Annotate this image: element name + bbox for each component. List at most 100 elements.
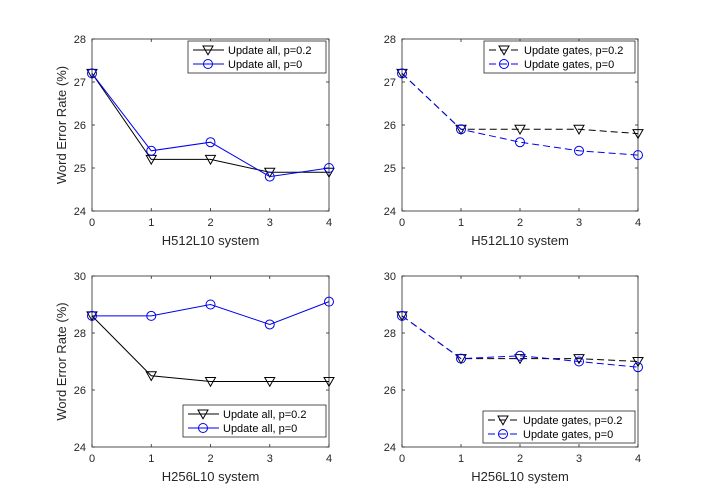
chart-top-right-ytick-label: 27 [384, 77, 396, 89]
chart-top-left-series-1-point [324, 163, 334, 173]
chart-bottom-right-xlabel: H256L10 system [471, 469, 569, 484]
chart-top-left-legend-entry: Update all, p=0 [228, 59, 302, 71]
chart-top-left-series-0-line [91, 73, 329, 173]
chart-top-left-xtick-label: 3 [267, 217, 273, 229]
chart-top-left-series-1-point [205, 137, 216, 148]
chart-bottom-left-series-0-point [323, 376, 335, 388]
chart-top-left-ytick-label: 28 [74, 34, 86, 46]
chart-bottom-right-ytick-label: 24 [384, 442, 396, 454]
chart-bottom-left-series-1-line [92, 301, 330, 325]
chart-bottom-right-xtick-label: 3 [576, 453, 582, 465]
chart-top-right-xtick-label: 3 [576, 217, 582, 229]
chart-bottom-right-ytick-label: 28 [384, 328, 396, 340]
chart-bottom-right-series-1-line [401, 315, 639, 368]
chart-bottom-left-legend-swatch-marker [197, 409, 209, 420]
chart-bottom-right-legend-entry: Update gates, p=0.2 [523, 415, 622, 427]
chart-top-right-ytick-label: 26 [384, 120, 396, 132]
chart-top-left-series-1-point [146, 145, 157, 156]
chart-top-left-xtick-label: 1 [148, 217, 154, 229]
chart-top-left-legend-swatch-marker [203, 59, 213, 69]
chart-top-left-legend-entry: Update all, p=0.2 [228, 45, 311, 57]
chart-top-left-series-1-point [264, 171, 275, 182]
chart-top-right-series-0-point [632, 129, 644, 140]
chart-bottom-right: 0 1 2 3 4 24 26 28 30 H256L10 system Update gates,… [384, 271, 644, 484]
chart-bottom-left-legend-swatch-marker [198, 423, 208, 433]
chart-top-right-legend: Update gates, p=0.2 Update gates, p=0 [483, 40, 636, 74]
chart-top-right-series-0-point [573, 124, 585, 136]
chart-bottom-left-xtick-label: 1 [148, 453, 154, 465]
chart-top-right-xtick-label: 1 [458, 217, 464, 229]
chart-bottom-right-legend: Update gates, p=0.2 Update gates, p=0 [482, 410, 636, 444]
chart-top-right-series-1-point [515, 137, 525, 148]
chart-bottom-right-xtick-label: 2 [517, 453, 523, 465]
chart-bottom-left-xtick-label: 3 [267, 453, 273, 465]
chart-bottom-left-xtick-label: 4 [326, 453, 332, 465]
chart-top-left-legend: Update all, p=0.2 Update all, p=0 [187, 40, 327, 74]
chart-bottom-left-series-0-point [204, 376, 217, 388]
chart-top-right-ytick-label: 28 [384, 34, 396, 46]
chart-bottom-left-xtick-label: 2 [207, 453, 213, 465]
chart-top-left-xtick-label: 2 [207, 217, 213, 229]
chart-bottom-left-series-1-point [87, 310, 97, 321]
chart-bottom-left-series-1-point [264, 319, 275, 330]
chart-bottom-right-legend-box [482, 410, 636, 444]
chart-top-left-ytick-label: 24 [74, 206, 86, 218]
chart-bottom-right-xtick-label: 1 [458, 453, 464, 465]
chart-top-left-ylabel: Word Error Rate (%) [54, 66, 69, 184]
chart-bottom-left-ytick-label: 28 [74, 328, 86, 340]
chart-bottom-right-ytick-label: 30 [384, 271, 396, 283]
chart-top-left-series-1-point [87, 68, 97, 79]
chart-top-left-series-1-line [91, 73, 330, 178]
chart-bottom-right-series-1-point [456, 353, 466, 364]
chart-bottom-right-legend-swatch-marker [498, 429, 508, 439]
chart-top-left-xtick-label: 0 [89, 217, 95, 229]
chart-bottom-left-ylabel: Word Error Rate (%) [54, 302, 69, 420]
chart-bottom-right-xtick-label: 4 [635, 453, 641, 465]
chart-top-right-legend-entry: Update gates, p=0.2 [524, 45, 623, 57]
chart-bottom-right-series-0-point [514, 354, 526, 365]
chart-bottom-left-series-0-point [145, 371, 158, 382]
chart-top-right-ytick-label: 25 [384, 163, 396, 175]
chart-top-right-series-1-point [456, 124, 466, 135]
chart-bottom-left-series-1-point [324, 296, 334, 307]
chart-bottom-right-legend-swatch-marker [497, 415, 509, 426]
chart-bottom-right-series-0-point [573, 354, 585, 365]
chart-bottom-right-series-1-point [397, 310, 407, 321]
chart-bottom-right-series-0-point [632, 357, 644, 368]
chart-bottom-left: 0 1 2 3 4 24 26 28 30 H256L10 system Word Error Ra… [54, 271, 335, 484]
chart-bottom-right-xtick-label: 0 [399, 453, 405, 465]
chart-top-right: 0 1 2 3 4 24 25 26 27 28 H512L10 system Update gate… [384, 34, 644, 248]
chart-top-right-xtick-label: 4 [635, 217, 641, 229]
chart-top-left-ytick-label: 25 [74, 163, 86, 175]
chart-top-right-legend-swatch-marker [498, 45, 510, 56]
chart-bottom-left-ytick-label: 30 [74, 271, 86, 283]
chart-bottom-left-xtick-label: 0 [89, 453, 95, 465]
chart-bottom-left-series-0-point [263, 376, 276, 388]
chart-bottom-left-series-0-line [91, 315, 329, 382]
chart-top-left-ytick-label: 26 [74, 120, 86, 132]
chart-bottom-left-legend: Update all, p=0.2 Update all, p=0 [182, 404, 327, 438]
chart-bottom-left-series-1-point [205, 299, 216, 310]
chart-top-right-ytick-label: 24 [384, 206, 396, 218]
chart-top-left-xtick-label: 4 [326, 217, 332, 229]
chart-top-left-ytick-label: 27 [74, 77, 86, 89]
chart-top-right-xtick-label: 2 [517, 217, 523, 229]
chart-bottom-left-series-1-point [146, 310, 157, 321]
chart-bottom-left-ytick-label: 26 [74, 385, 86, 397]
chart-bottom-left-legend-entry: Update all, p=0.2 [223, 409, 306, 421]
chart-top-left-xlabel: H512L10 system [162, 233, 260, 248]
chart-top-right-series-1-point [574, 145, 584, 156]
chart-top-left-legend-swatch-marker [202, 45, 214, 56]
chart-bottom-left-ytick-label: 24 [74, 442, 86, 454]
chart-top-right-xlabel: H512L10 system [471, 233, 569, 248]
chart-top-right-series-0-point [514, 124, 526, 136]
chart-bottom-right-series-1-point [633, 362, 643, 373]
chart-top-right-legend-swatch-marker [499, 59, 509, 69]
chart-bottom-right-ytick-label: 26 [384, 385, 396, 397]
chart-bottom-right-series-1-point [574, 356, 584, 367]
chart-top-right-series-1-line [401, 73, 639, 156]
chart-bottom-right-legend-entry: Update gates, p=0 [523, 429, 613, 441]
chart-bottom-left-legend-entry: Update all, p=0 [223, 423, 297, 435]
chart-bottom-right-series-1-point [515, 350, 525, 361]
